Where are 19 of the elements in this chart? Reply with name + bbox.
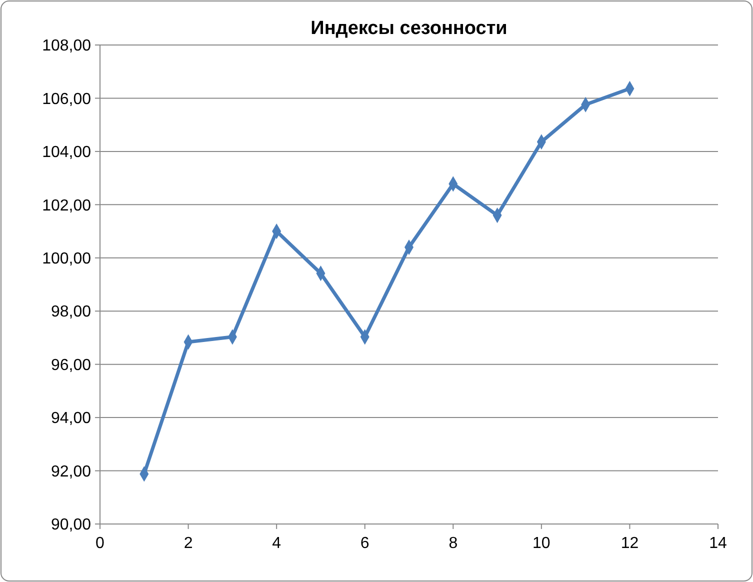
- x-tick-label: 12: [620, 535, 639, 552]
- y-tick-label: 102,00: [42, 197, 92, 214]
- y-tick-label: 98,00: [50, 304, 92, 321]
- x-tick-label: 0: [96, 535, 105, 552]
- x-tick-label: 14: [709, 535, 727, 552]
- x-tick-label: 2: [184, 535, 193, 552]
- y-tick-label: 92,00: [50, 463, 92, 480]
- y-tick-label: 108,00: [42, 38, 92, 55]
- y-tick-label: 90,00: [50, 516, 92, 534]
- x-tick-label: 6: [360, 535, 370, 552]
- y-tick-label: 104,00: [42, 144, 92, 162]
- y-tick-label: 106,00: [42, 90, 92, 108]
- x-tick-label: 10: [532, 535, 550, 552]
- x-tick-label: 8: [448, 535, 458, 552]
- y-tick-label: 94,00: [50, 410, 92, 428]
- y-tick-label: 96,00: [50, 356, 92, 374]
- chart-title: Индексы сезонности: [310, 18, 508, 39]
- x-tick-label: 4: [272, 535, 282, 552]
- y-tick-label: 100,00: [42, 250, 92, 268]
